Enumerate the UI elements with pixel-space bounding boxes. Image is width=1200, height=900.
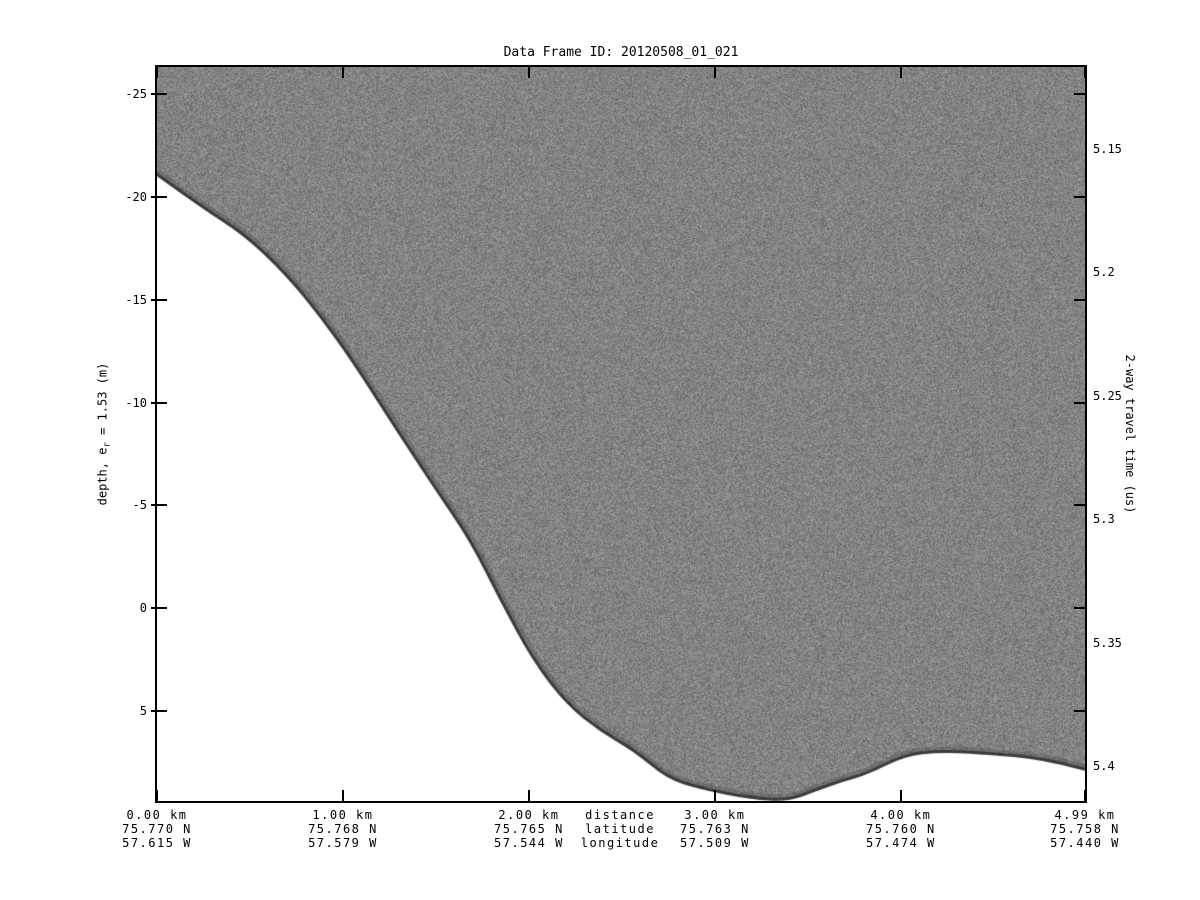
footer-distance-value: 4.99 km [1015, 808, 1155, 822]
depth-tick-label: 0 [60, 600, 147, 616]
footer-row-label: distance [550, 808, 690, 822]
footer-distance-value: 4.00 km [831, 808, 971, 822]
depth-tick-right [1074, 93, 1085, 95]
x-tick-top [156, 67, 158, 78]
x-tick-top [342, 67, 344, 78]
x-tick-top [1084, 67, 1086, 78]
footer-longitude-value: 57.440 W [1015, 836, 1155, 850]
x-tick-bottom [528, 790, 530, 801]
footer-latitude-value: 75.768 N [273, 822, 413, 836]
depth-tick-left [151, 607, 167, 609]
travel-time-tick-label: 5.15 [1093, 141, 1122, 157]
plot-inner [157, 67, 1085, 801]
plot-frame [155, 65, 1087, 803]
travel-time-tick-label: 5.2 [1093, 264, 1115, 280]
depth-axis-label: depth, er = 1.53 (m) [95, 363, 112, 506]
footer-longitude-value: 57.474 W [831, 836, 971, 850]
x-tick-bottom [1084, 790, 1086, 801]
depth-tick-label: -20 [60, 189, 147, 205]
echogram-canvas [157, 67, 1085, 801]
footer-longitude-value: 57.579 W [273, 836, 413, 850]
depth-tick-right [1074, 504, 1085, 506]
depth-tick-right [1074, 710, 1085, 712]
footer-row-label: longitude [550, 836, 690, 850]
x-tick-bottom [900, 790, 902, 801]
travel-time-tick-label: 5.35 [1093, 635, 1122, 651]
travel-time-axis-label: 2-way travel time (us) [1123, 355, 1137, 514]
depth-tick-label: -10 [60, 395, 147, 411]
footer-latitude-value: 75.758 N [1015, 822, 1155, 836]
depth-tick-right [1074, 607, 1085, 609]
depth-tick-left [151, 710, 167, 712]
footer-longitude-value: 57.615 W [87, 836, 227, 850]
depth-axis-label-subscript: r [103, 442, 113, 447]
depth-tick-label: -5 [60, 497, 147, 513]
depth-tick-left [151, 196, 167, 198]
x-tick-top [528, 67, 530, 78]
x-tick-top [714, 67, 716, 78]
radar-echogram-figure: Data Frame ID: 20120508_01_021 depth, er… [0, 0, 1200, 900]
depth-tick-left [151, 402, 167, 404]
figure-title: Data Frame ID: 20120508_01_021 [157, 45, 1085, 60]
x-tick-bottom [342, 790, 344, 801]
x-tick-bottom [156, 790, 158, 801]
depth-tick-label: -25 [60, 86, 147, 102]
footer-distance-value: 1.00 km [273, 808, 413, 822]
depth-tick-right [1074, 402, 1085, 404]
footer-distance-value: 0.00 km [87, 808, 227, 822]
depth-tick-right [1074, 299, 1085, 301]
travel-time-tick-label: 5.3 [1093, 511, 1115, 527]
depth-tick-label: 5 [60, 703, 147, 719]
travel-time-tick-label: 5.25 [1093, 388, 1122, 404]
x-tick-bottom [714, 790, 716, 801]
depth-tick-left [151, 299, 167, 301]
footer-latitude-value: 75.770 N [87, 822, 227, 836]
depth-tick-right [1074, 196, 1085, 198]
depth-tick-left [151, 504, 167, 506]
x-tick-top [900, 67, 902, 78]
footer-latitude-value: 75.760 N [831, 822, 971, 836]
travel-time-tick-label: 5.4 [1093, 758, 1115, 774]
depth-tick-label: -15 [60, 292, 147, 308]
depth-tick-left [151, 93, 167, 95]
footer-row-label: latitude [550, 822, 690, 836]
